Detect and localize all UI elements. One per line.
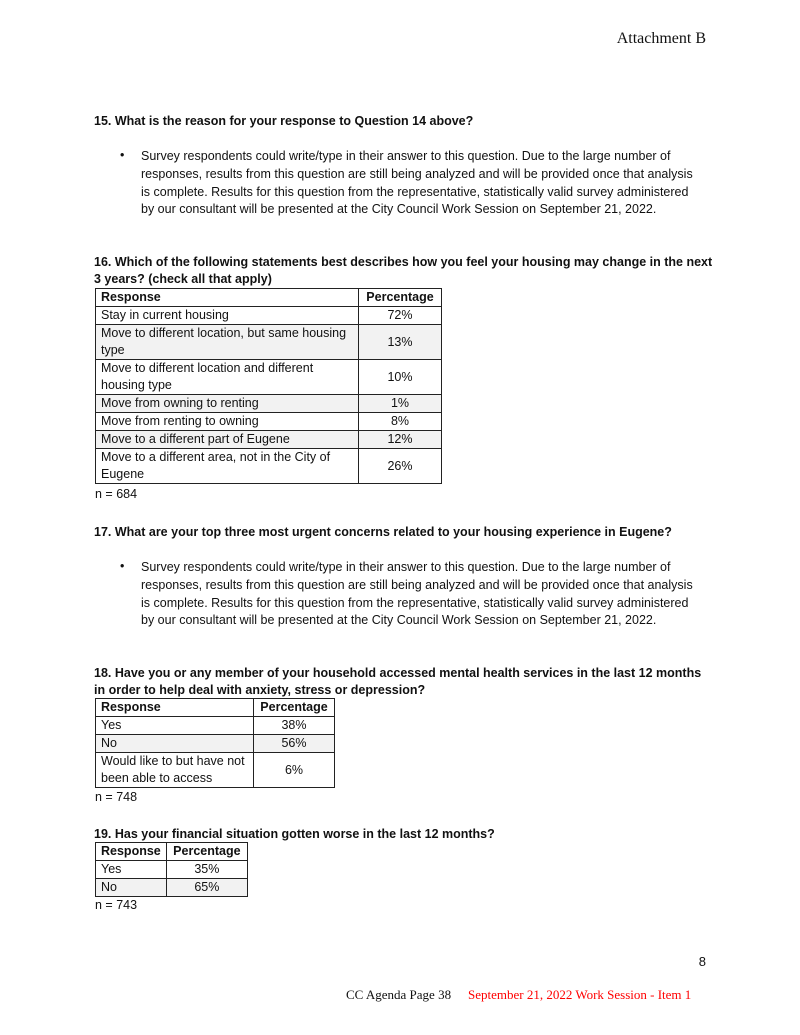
percentage-cell: 1% [358, 394, 442, 413]
question-18-n: n = 748 [95, 790, 138, 804]
question-16-table: Response Percentage Stay in current housi… [95, 288, 442, 484]
question-16-n: n = 684 [95, 487, 138, 501]
percentage-cell: 6% [253, 752, 335, 788]
percentage-cell: 72% [358, 306, 442, 325]
percentage-cell: 26% [358, 448, 442, 484]
response-cell: Move to a different area, not in the Cit… [95, 448, 359, 484]
table-row: Move from renting to owning 8% [95, 412, 442, 431]
response-cell: Move from renting to owning [95, 412, 359, 431]
question-19-table: Response Percentage Yes 35% No 65% [95, 842, 249, 897]
header-response: Response [95, 698, 254, 717]
table-row: Move from owning to renting 1% [95, 394, 442, 413]
page-number: 8 [698, 954, 706, 969]
percentage-cell: 65% [165, 878, 249, 897]
percentage-cell: 13% [358, 324, 442, 360]
response-cell: Would like to but have not been able to … [95, 752, 254, 788]
percentage-cell: 35% [165, 860, 249, 879]
response-cell: Yes [95, 716, 254, 735]
table-row: Move to different location and different… [95, 359, 442, 395]
question-19-n: n = 743 [95, 898, 138, 912]
table-row: No 65% [95, 878, 249, 897]
table-row: No 56% [95, 734, 335, 753]
header-response: Response [95, 288, 359, 307]
header-percentage: Percentage [358, 288, 442, 307]
work-session-label: September 21, 2022 Work Session - Item 1 [468, 987, 692, 1002]
percentage-cell: 38% [253, 716, 335, 735]
table-row: Would like to but have not been able to … [95, 752, 335, 788]
response-cell: Move to different location and different… [95, 359, 359, 395]
question-17-title: 17. What are your top three most urgent … [94, 525, 672, 539]
response-cell: Move from owning to renting [95, 394, 359, 413]
header-percentage: Percentage [253, 698, 335, 717]
header-percentage: Percentage [165, 842, 249, 861]
response-cell: No [95, 878, 167, 897]
table-row: Yes 38% [95, 716, 335, 735]
table-row: Stay in current housing 72% [95, 306, 442, 325]
agenda-page: CC Agenda Page 38 [346, 987, 452, 1002]
table-row: Move to different location, but same hou… [95, 324, 442, 360]
response-cell: Move to different location, but same hou… [95, 324, 359, 360]
question-18-title: 18. Have you or any member of your house… [94, 666, 702, 697]
question-18-table: Response Percentage Yes 38% No 56% Would like… [95, 698, 335, 788]
question-16-title: 16. Which of the following statements be… [94, 255, 713, 286]
question-19-title: 19. Has your financial situation gotten … [94, 827, 495, 841]
percentage-cell: 8% [358, 412, 442, 431]
response-cell: Stay in current housing [95, 306, 359, 325]
response-cell: Yes [95, 860, 167, 879]
response-cell: No [95, 734, 254, 753]
table-row: Move to a different part of Eugene 12% [95, 430, 442, 449]
response-cell: Move to a different part of Eugene [95, 430, 359, 449]
question-15-title: 15. What is the reason for your response… [94, 114, 474, 128]
table-row: Yes 35% [95, 860, 249, 879]
attachment-label: Attachment B [616, 30, 706, 47]
table-row: Move to a different area, not in the Cit… [95, 448, 442, 484]
percentage-cell: 10% [358, 359, 442, 395]
header-response: Response [95, 842, 167, 861]
percentage-cell: 12% [358, 430, 442, 449]
percentage-cell: 56% [253, 734, 335, 753]
